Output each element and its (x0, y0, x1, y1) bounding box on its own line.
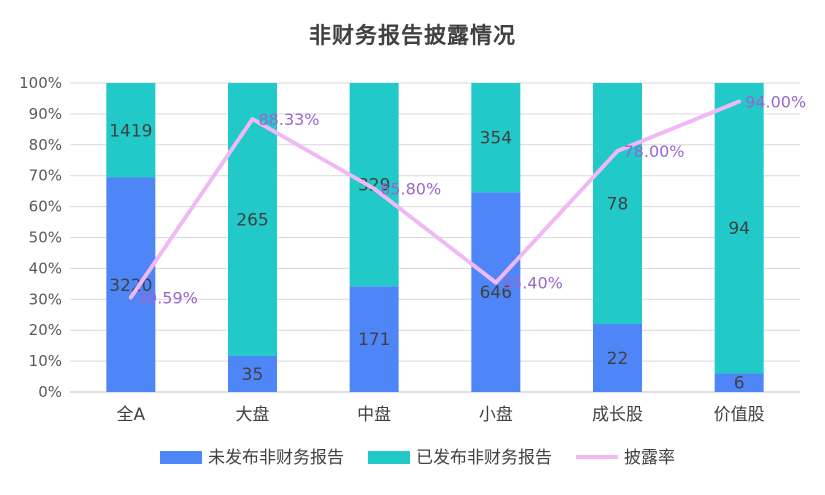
x-tick-label: 小盘 (479, 405, 513, 425)
bar-published (593, 83, 642, 325)
bar-published (106, 83, 156, 178)
bar-value-label: 354 (480, 129, 512, 149)
y-tick-label: 10% (29, 352, 62, 370)
bar-value-label: 35 (242, 365, 264, 385)
bar-unpublished (228, 355, 277, 392)
y-tick-label: 80% (29, 136, 62, 154)
legend-label: 未发布非财务报告 (208, 448, 344, 468)
x-tick-label: 全A (117, 405, 146, 425)
bar-value-label: 78 (607, 195, 629, 215)
bar-value-label: 94 (728, 219, 750, 239)
y-tick-label: 30% (29, 290, 62, 308)
bar-value-label: 265 (236, 210, 268, 230)
y-tick-label: 50% (29, 229, 62, 247)
x-tick-label: 中盘 (357, 405, 391, 425)
line-data-label: 78.00% (624, 142, 685, 161)
bar-published (349, 83, 399, 287)
x-tick-label: 价值股 (714, 405, 765, 425)
y-tick-label: 40% (29, 259, 62, 277)
bar-published (471, 83, 521, 193)
bar-unpublished (471, 192, 521, 392)
y-tick-label: 100% (19, 74, 62, 92)
line-disclosure-rate (128, 99, 742, 300)
x-tick-label: 成长股 (592, 405, 643, 425)
legend-swatch (368, 451, 410, 464)
line-data-label: 88.33% (259, 110, 320, 129)
y-tick-label: 60% (29, 198, 62, 216)
y-tick-label: 0% (38, 383, 62, 401)
line-data-label: 94.00% (745, 93, 806, 112)
y-tick-label: 90% (29, 105, 62, 123)
bar-value-label: 646 (480, 283, 512, 303)
x-tick-label: 大盘 (236, 405, 270, 425)
legend-swatch (160, 451, 202, 464)
bar-value-label: 6 (734, 374, 745, 394)
bar-value-label: 329 (358, 176, 390, 196)
bar-value-label: 1419 (109, 121, 152, 141)
legend-label: 披露率 (624, 448, 675, 468)
bar-value-label: 171 (358, 330, 390, 350)
line-data-label: 35.40% (502, 274, 563, 293)
bar-published (714, 83, 764, 374)
y-tick-label: 70% (29, 167, 62, 185)
legend-label: 已发布非财务报告 (416, 448, 552, 468)
bar-value-label: 22 (607, 349, 629, 369)
bar-unpublished (593, 324, 642, 392)
bar-unpublished (349, 286, 399, 392)
line-data-label: 65.80% (380, 180, 441, 199)
bar-unpublished (714, 373, 764, 392)
line-data-label: 30.59% (137, 288, 198, 307)
bar-unpublished (106, 177, 156, 392)
y-tick-label: 20% (29, 321, 62, 339)
chart-title: 非财务报告披露情况 (308, 24, 516, 49)
